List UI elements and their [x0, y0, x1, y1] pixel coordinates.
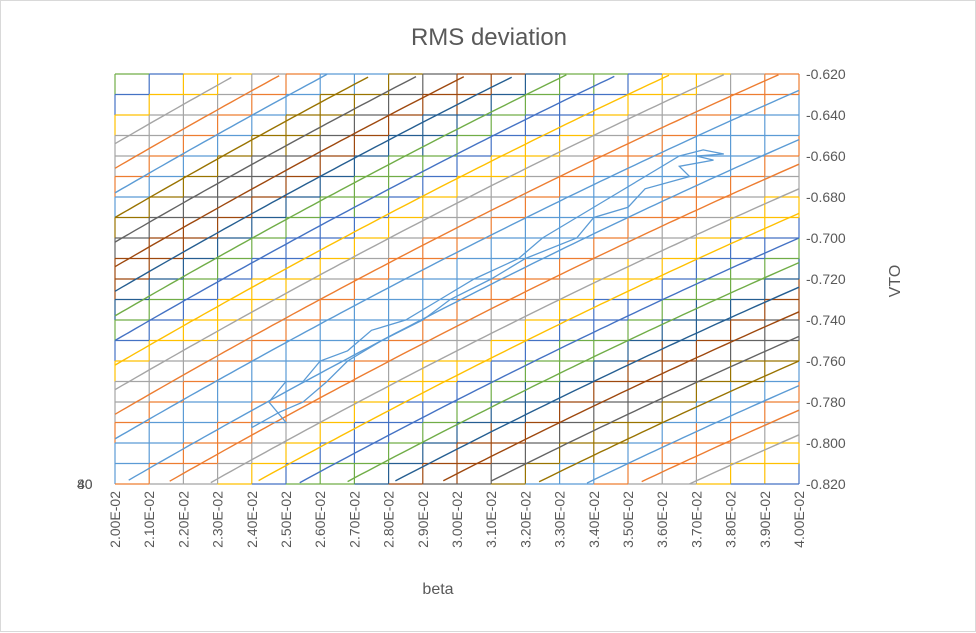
contour-line	[299, 237, 800, 484]
y-axis-title: VTO	[887, 265, 904, 298]
contour-line	[114, 76, 369, 219]
contour-line	[114, 74, 779, 415]
x-tick-label: 2.90E-02	[415, 491, 431, 548]
y-tick-label: -0.700	[806, 230, 846, 246]
contour-line	[586, 384, 800, 484]
y-tick-label: -0.780	[806, 394, 846, 410]
contour-line	[114, 76, 513, 292]
x-tick-label: 3.10E-02	[483, 491, 499, 548]
contour-line	[169, 163, 800, 482]
x-tick-label: 3.70E-02	[688, 491, 704, 548]
contour-line	[114, 75, 280, 169]
contour-line	[490, 335, 800, 482]
contour-line	[538, 360, 800, 483]
y-tick-label: -0.740	[806, 312, 846, 328]
contour-line	[114, 76, 465, 268]
x-tick-label: 4.00E-02	[791, 491, 807, 548]
x-tick-label: 3.40E-02	[586, 491, 602, 548]
x-tick-labels: 2.00E-02 2.10E-02 2.20E-02 2.30E-02 2.40E-02…	[107, 491, 807, 548]
contour-line	[114, 89, 800, 440]
x-tick-label: 3.50E-02	[620, 491, 636, 548]
x-tick-label: 3.20E-02	[517, 491, 533, 548]
x-tick-label: 3.90E-02	[757, 491, 773, 548]
x-tick-label: 2.10E-02	[141, 491, 157, 548]
minimum-outline	[251, 149, 724, 429]
x-tick-label: 2.80E-02	[381, 491, 397, 548]
x-tick-label: 3.60E-02	[654, 491, 670, 548]
y-tick-label: -0.800	[806, 435, 846, 451]
y-tick-label: -0.720	[806, 271, 846, 287]
contour-line	[395, 286, 800, 482]
contour-line	[114, 74, 567, 317]
contour-line	[114, 76, 232, 145]
contour-line	[114, 74, 725, 391]
stray-label: 80	[77, 476, 93, 492]
y-tick-label: -0.760	[806, 353, 846, 369]
y-tick-label: -0.620	[806, 66, 846, 82]
contour-line	[258, 212, 800, 482]
x-tick-label: 3.80E-02	[723, 491, 739, 548]
x-tick-label: 2.70E-02	[346, 491, 362, 548]
x-axis-title: beta	[422, 581, 453, 598]
x-tick-label: 2.00E-02	[107, 491, 123, 548]
x-tick-label: 2.20E-02	[175, 491, 191, 548]
contour-line	[114, 73, 328, 194]
y-tick-label: -0.680	[806, 189, 846, 205]
x-tick-label: 3.00E-02	[449, 491, 465, 548]
contour-line	[641, 409, 800, 483]
contour-line	[114, 74, 670, 366]
chart-title: RMS deviation	[411, 24, 567, 51]
contour-line	[347, 261, 800, 483]
x-tick-label: 2.40E-02	[244, 491, 260, 548]
contour-line	[442, 311, 800, 482]
grid-lines	[114, 73, 800, 485]
contour-line	[114, 75, 417, 243]
stray-label: 40	[77, 476, 93, 492]
y-tick-label: -0.640	[806, 107, 846, 123]
x-tick-label: 3.30E-02	[552, 491, 568, 548]
contour-line	[210, 188, 800, 484]
contour-line	[128, 138, 800, 481]
y-tick-label: -0.820	[806, 476, 846, 492]
contour-line	[689, 434, 800, 485]
y-tick-label: -0.660	[806, 148, 846, 164]
x-tick-label: 2.60E-02	[312, 491, 328, 548]
contour-line	[114, 75, 615, 342]
x-tick-label: 2.50E-02	[278, 491, 294, 548]
y-tick-labels: -0.620 -0.640 -0.660 -0.680 -0.700 -0.720 -0.7…	[806, 66, 846, 492]
x-tick-label: 2.30E-02	[210, 491, 226, 548]
minimum-contour	[251, 149, 724, 429]
